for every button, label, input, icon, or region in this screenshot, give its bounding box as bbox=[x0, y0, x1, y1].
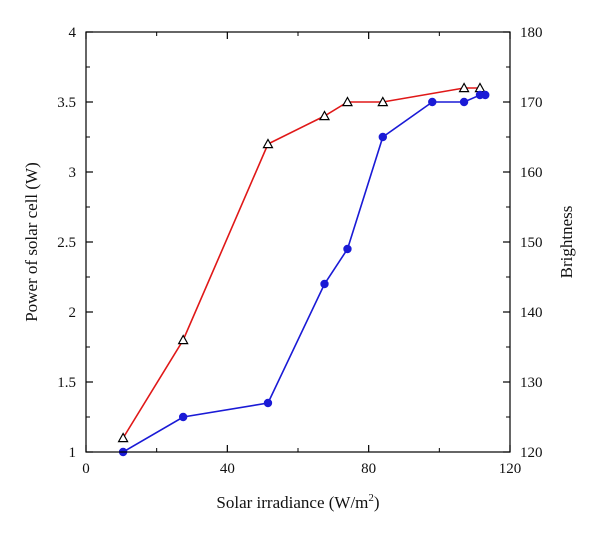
series-2-point bbox=[320, 279, 329, 289]
y-left-tick-label: 2.5 bbox=[57, 235, 76, 251]
y-left-tick-label: 2 bbox=[69, 305, 77, 321]
series-layer bbox=[117, 82, 490, 457]
y-right-tick-label: 180 bbox=[520, 25, 543, 41]
y-axis-left-title: Power of solar cell (W) bbox=[22, 162, 41, 322]
y-right-tick-label: 130 bbox=[520, 375, 543, 391]
x-tick-label: 40 bbox=[220, 461, 235, 477]
y-left-tick-label: 1 bbox=[69, 445, 77, 461]
y-right-tick-label: 150 bbox=[520, 235, 543, 251]
series-2-point bbox=[343, 244, 352, 254]
y-right-tick-label: 160 bbox=[520, 165, 543, 181]
x-tick-label: 0 bbox=[82, 461, 90, 477]
x-tick-label: 120 bbox=[499, 461, 522, 477]
y-axis-right-title: Brightness bbox=[557, 206, 576, 279]
y-right-tick-label: 140 bbox=[520, 305, 543, 321]
series-1-point bbox=[318, 110, 331, 121]
series-1-point bbox=[177, 334, 189, 345]
y-left-tick-label: 3.5 bbox=[57, 95, 76, 111]
ticks-layer bbox=[85, 31, 511, 453]
series-1-point bbox=[262, 138, 274, 149]
series-2-point bbox=[378, 132, 387, 142]
series-line-1 bbox=[122, 87, 480, 439]
plot-frame bbox=[85, 31, 511, 453]
series-2-point bbox=[263, 398, 273, 408]
x-tick-label: 80 bbox=[361, 461, 376, 477]
series-2-point bbox=[178, 412, 188, 422]
series-1-point bbox=[341, 96, 353, 107]
series-2-point bbox=[459, 97, 469, 107]
series-2-point bbox=[428, 97, 437, 107]
series-line-2 bbox=[122, 94, 486, 453]
series-1-point bbox=[117, 432, 129, 443]
labels-layer: 0 40 80 120 1 1.5 2 2.5 3 3.5 4 120 130 140 150 160 170 1… bbox=[57, 25, 542, 477]
series-1-point bbox=[458, 82, 470, 93]
y-right-tick-label: 170 bbox=[520, 95, 543, 111]
x-axis-title: Solar irradiance (W/m2) bbox=[216, 492, 379, 512]
series-2-point bbox=[481, 90, 490, 100]
series-1-point bbox=[377, 96, 389, 107]
y-right-tick-label: 120 bbox=[520, 445, 543, 461]
y-left-tick-label: 1.5 bbox=[57, 375, 76, 391]
y-left-tick-label: 3 bbox=[69, 165, 77, 181]
y-left-tick-label: 4 bbox=[69, 25, 77, 41]
